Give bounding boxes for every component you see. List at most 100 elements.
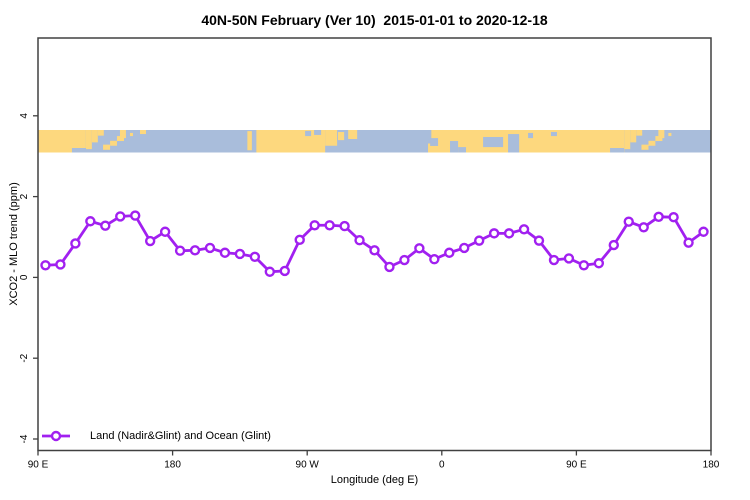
- legend-marker: [50, 430, 62, 442]
- data-point: [264, 266, 276, 277]
- y-tick-label: 0: [19, 274, 30, 280]
- land-patch: [641, 144, 649, 150]
- data-point: [234, 248, 246, 260]
- data-series: [40, 210, 709, 277]
- land-patch: [668, 132, 672, 137]
- land-patch: [139, 130, 146, 135]
- water-patch: [450, 141, 459, 153]
- land-patch: [103, 144, 111, 150]
- land-patch: [247, 131, 252, 151]
- land-patch: [338, 132, 345, 141]
- y-tick-label: 4: [19, 113, 30, 119]
- data-point: [279, 265, 290, 277]
- data-point: [115, 211, 126, 222]
- land-patch: [348, 130, 358, 139]
- land-patch: [325, 130, 338, 146]
- data-point: [144, 235, 156, 247]
- data-point: [623, 216, 634, 227]
- legend: Land (Nadir&Glint) and Ocean (Glint): [40, 428, 271, 444]
- data-point: [653, 211, 664, 223]
- y-tick-label: -4: [19, 434, 30, 443]
- map-strip: [38, 130, 711, 153]
- data-point: [384, 261, 395, 273]
- data-point: [698, 226, 709, 237]
- data-point: [518, 224, 530, 235]
- data-point: [668, 212, 679, 223]
- land-patch: [630, 130, 637, 143]
- water-patch: [314, 130, 322, 135]
- land-patch: [110, 140, 117, 146]
- x-tick-label: 180: [164, 460, 181, 471]
- legend-label: Land (Nadir&Glint) and Ocean (Glint): [90, 430, 271, 442]
- data-point: [563, 253, 575, 264]
- data-point: [369, 245, 380, 256]
- land-patch: [431, 130, 625, 153]
- y-axis-title: XCO2 - MLO trend (ppm): [8, 182, 20, 306]
- data-point: [608, 239, 619, 251]
- chart-title: 40N-50N February (Ver 10) 2015-01-01 to …: [201, 12, 548, 28]
- data-point: [638, 222, 649, 233]
- x-axis-ticks: 90 E 180 90 W 0 90 E 180: [28, 450, 720, 471]
- y-axis-ticks: -4 -2 0 2 4: [19, 113, 38, 443]
- data-point: [533, 235, 545, 246]
- land-patch: [658, 130, 665, 139]
- data-point: [578, 260, 590, 271]
- land-patch: [624, 130, 631, 150]
- data-point: [444, 247, 455, 258]
- data-point: [85, 216, 96, 227]
- data-point: [324, 220, 335, 231]
- x-tick-label: 0: [439, 460, 445, 471]
- x-tick-label: 180: [703, 460, 720, 471]
- y-tick-label: -2: [19, 353, 30, 362]
- y-tick-label: 2: [19, 193, 30, 199]
- plot-frame: [37, 37, 712, 452]
- water-patch: [430, 138, 439, 146]
- land-patch: [97, 130, 104, 136]
- land-patch: [648, 140, 656, 146]
- data-point: [204, 242, 216, 254]
- data-point: [55, 259, 66, 270]
- data-point: [473, 235, 485, 246]
- data-point: [354, 235, 365, 246]
- data-point: [40, 260, 51, 271]
- water-patch: [483, 136, 504, 148]
- data-point: [399, 254, 410, 266]
- data-point: [309, 220, 320, 231]
- land-patch: [91, 130, 98, 143]
- data-point: [683, 237, 694, 248]
- x-tick-label: 90 E: [28, 460, 49, 471]
- data-point: [219, 247, 231, 258]
- legend-marker-icon: [42, 430, 70, 442]
- data-point: [339, 220, 350, 232]
- land-patch: [655, 136, 663, 142]
- data-point: [459, 242, 470, 254]
- data-point: [189, 245, 201, 256]
- x-tick-label: 90 W: [296, 460, 320, 471]
- data-point: [130, 210, 141, 221]
- x-tick-label: 90 E: [566, 460, 587, 471]
- data-point: [70, 238, 81, 249]
- land-patch: [119, 130, 126, 139]
- data-point: [249, 251, 261, 262]
- data-point: [100, 220, 111, 231]
- land-patch: [428, 143, 433, 153]
- water-patch: [305, 130, 312, 137]
- data-point: [429, 254, 440, 265]
- data-point: [548, 254, 560, 266]
- data-point: [294, 234, 305, 246]
- land-patch: [636, 130, 643, 136]
- data-point: [488, 228, 500, 239]
- data-point: [593, 258, 605, 269]
- data-series-line: [45, 214, 705, 274]
- data-point: [159, 226, 171, 237]
- land-patch: [116, 136, 124, 142]
- data-point: [503, 228, 515, 239]
- water-patch: [528, 132, 534, 139]
- water-patch: [508, 134, 520, 153]
- water-patch: [71, 148, 87, 153]
- land-patch: [85, 130, 92, 150]
- land-patch: [38, 130, 86, 153]
- land-patch: [129, 132, 133, 137]
